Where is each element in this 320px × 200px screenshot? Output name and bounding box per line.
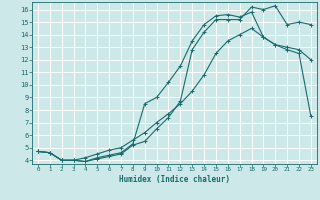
X-axis label: Humidex (Indice chaleur): Humidex (Indice chaleur) — [119, 175, 230, 184]
